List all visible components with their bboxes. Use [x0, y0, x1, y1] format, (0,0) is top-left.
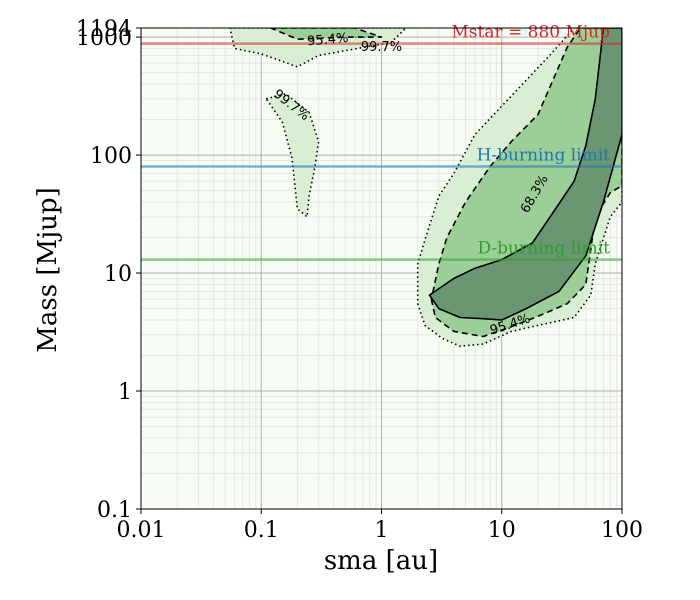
contour-997-region	[265, 93, 320, 218]
reference-line-label: Mstar = 880 Mjup	[451, 23, 610, 43]
contour-label: 99.7%	[361, 40, 402, 55]
y-tick-label: 0.1	[97, 498, 132, 523]
reference-line-label: H-burning limit	[477, 145, 611, 165]
y-axis-label: Mass [Mjup]	[33, 187, 63, 352]
x-tick-label: 10	[488, 518, 516, 543]
reference-line-label: D-burning limit	[477, 239, 610, 259]
reference-lines: Mstar = 880 Mjup H-burning limit D-burning…	[141, 23, 622, 261]
y-tick-label: 10	[104, 262, 132, 287]
y-tick-label: 100	[90, 144, 132, 169]
x-axis-label: sma [au]	[324, 546, 438, 576]
x-tick-label: 0.1	[244, 518, 279, 543]
y-tick-label: 1194	[76, 17, 132, 42]
contour-954-region	[269, 28, 383, 41]
contour-683-region	[428, 28, 622, 321]
contour-label: 95.4%	[307, 31, 349, 50]
x-tick-label: 100	[601, 518, 643, 543]
y-tick-label: 1	[118, 380, 132, 405]
y-tick-label: 1000	[76, 26, 132, 51]
x-axis-ticks: 0.01 0.1 1 10 100	[117, 509, 643, 543]
x-tick-label: 1	[375, 518, 389, 543]
x-tick-label: 0.01	[117, 518, 166, 543]
